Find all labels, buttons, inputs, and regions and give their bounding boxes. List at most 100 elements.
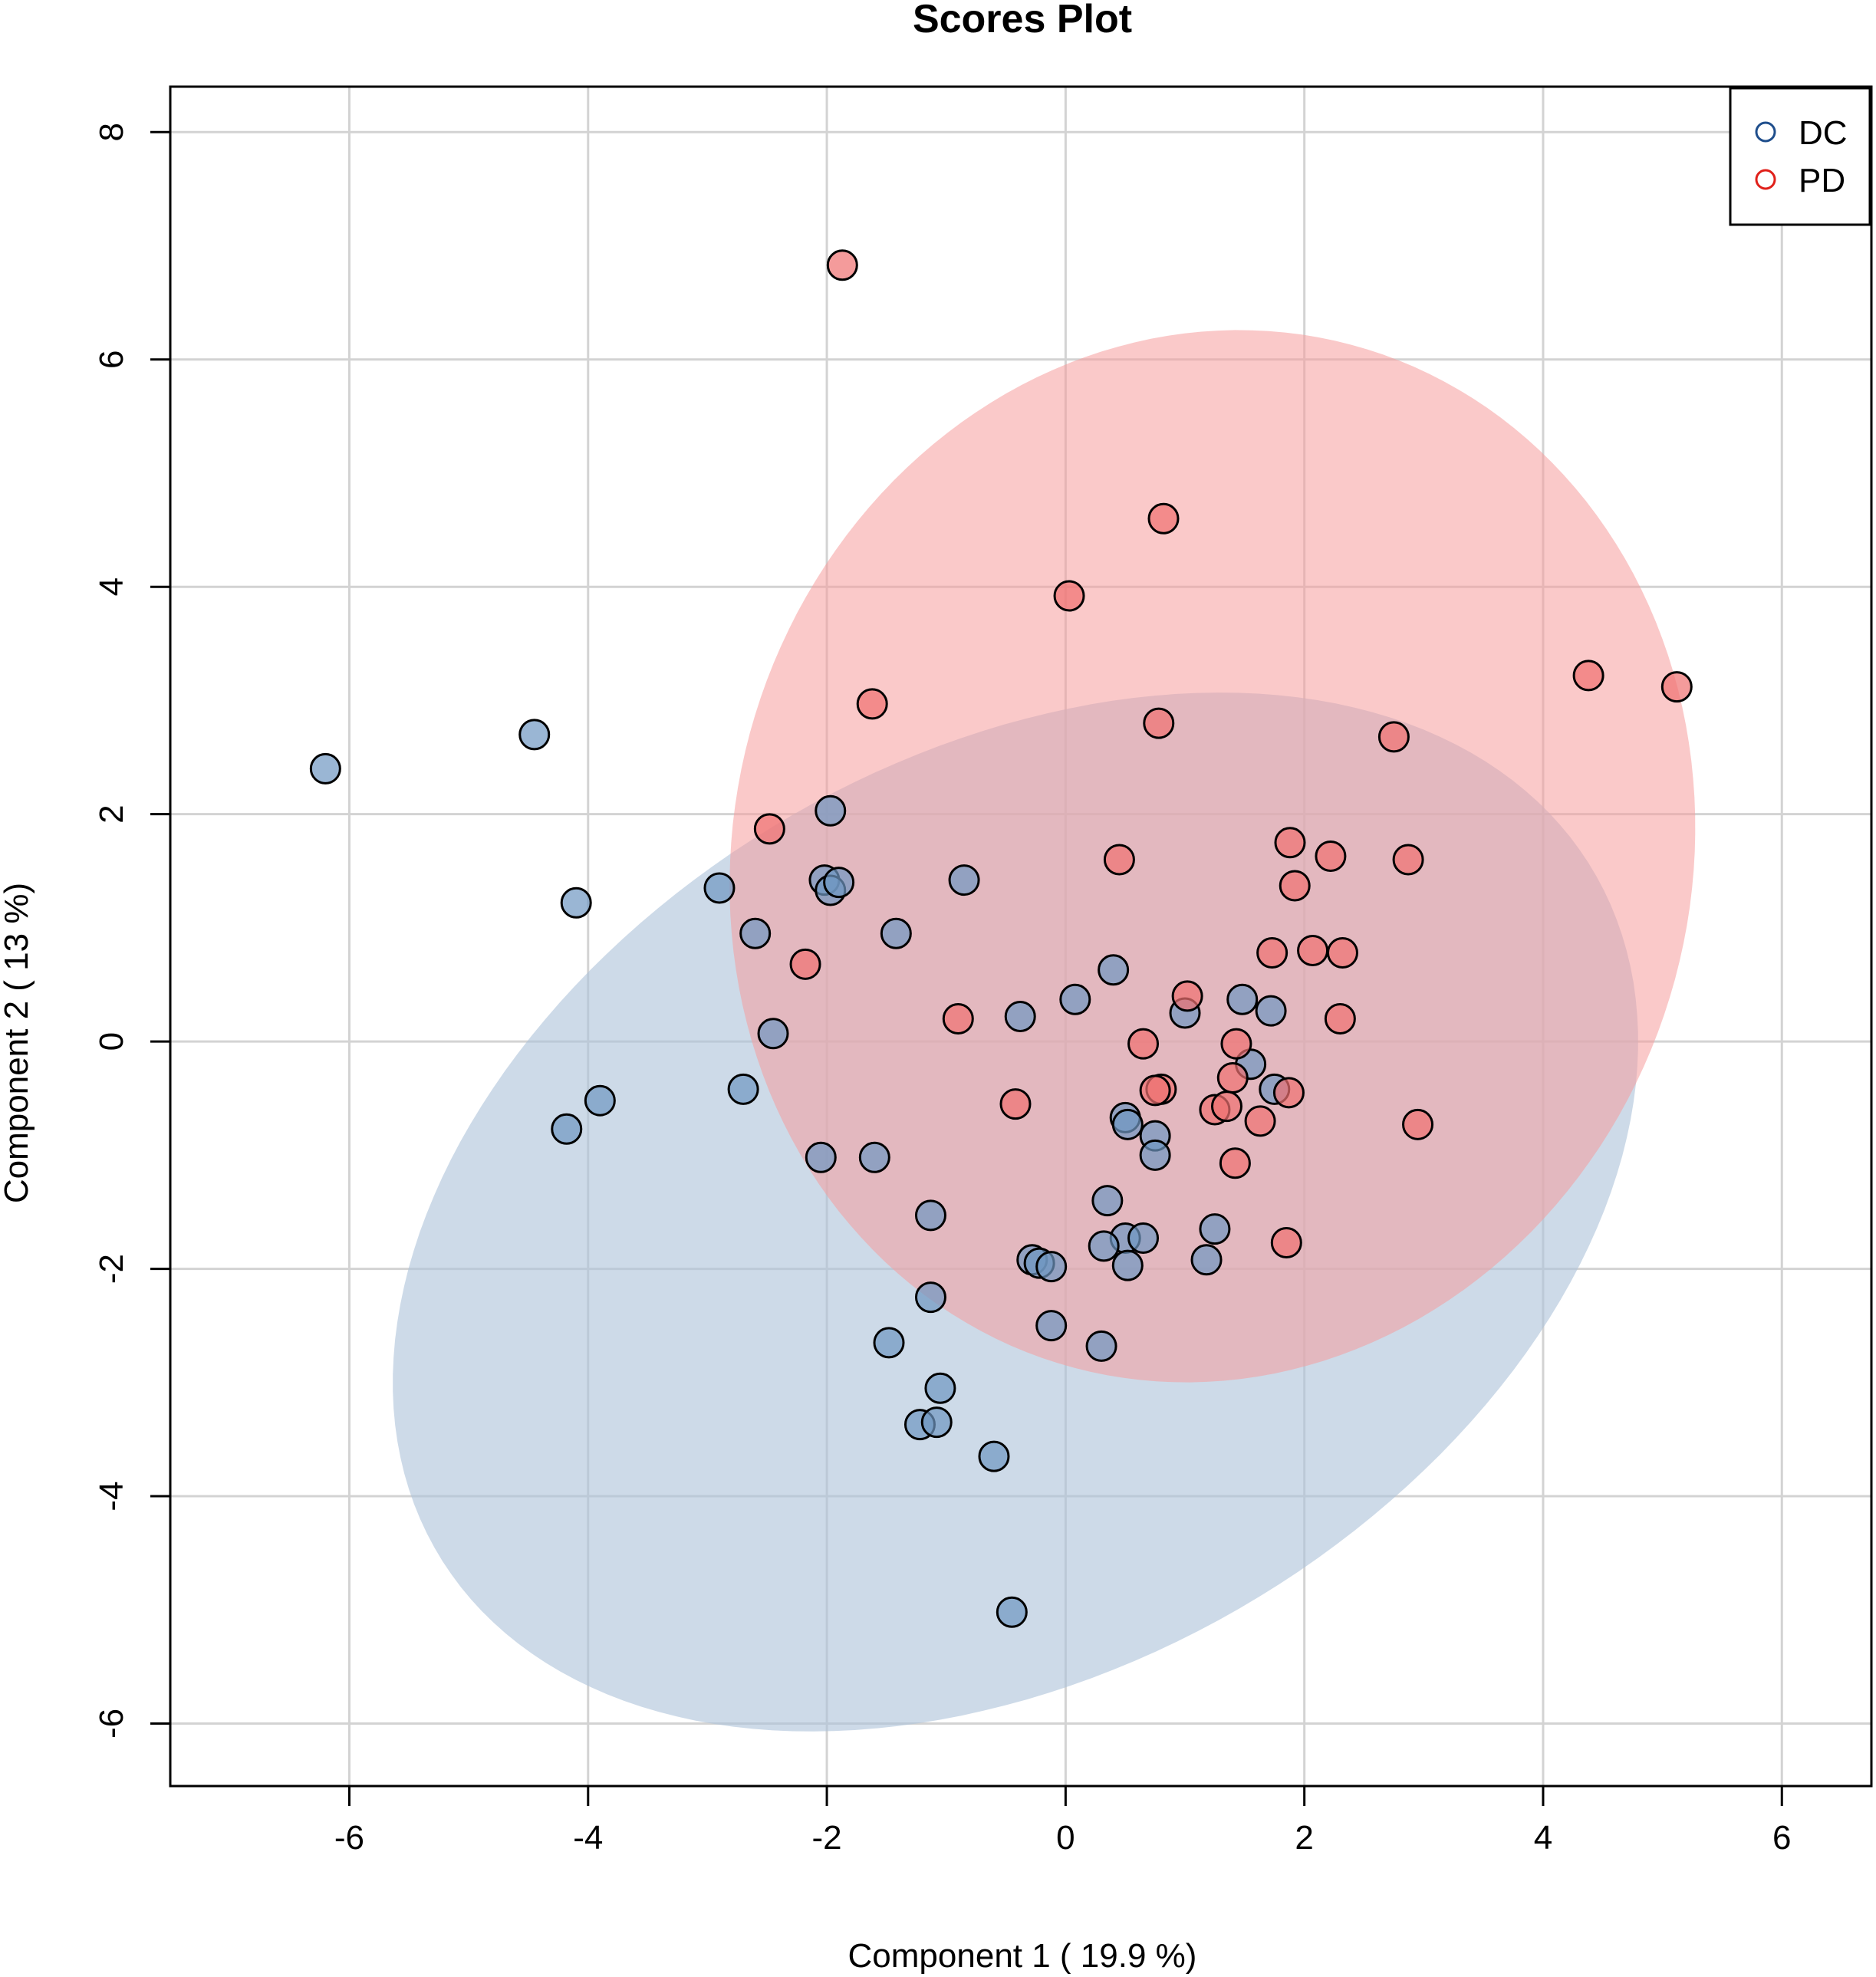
point-dc-34	[1111, 1108, 1144, 1140]
point-dc-47	[1035, 1310, 1068, 1342]
point-dc-40	[1088, 1230, 1120, 1262]
point-dc-7	[757, 1018, 789, 1050]
point-pd-25	[1216, 1062, 1249, 1094]
legend-label-pd: PD	[1799, 162, 1845, 199]
point-dc-18	[914, 1281, 946, 1314]
point-pd-30	[1244, 1105, 1276, 1137]
point-dc-48	[1085, 1330, 1117, 1362]
point-pd-12	[1392, 844, 1424, 876]
point-dc-1	[518, 719, 551, 751]
point-dc-42	[1199, 1213, 1231, 1245]
legend-box	[1729, 87, 1871, 226]
point-dc-8	[727, 1073, 759, 1105]
point-dc-30	[1255, 995, 1287, 1027]
plot-border	[169, 85, 1873, 1788]
point-pd-27	[999, 1088, 1032, 1120]
point-pd-16	[1297, 935, 1329, 967]
y-tick-label-7: 8	[93, 123, 130, 141]
y-tick-label-1: -4	[93, 1481, 130, 1511]
x-tick-label-6: 6	[1772, 1819, 1791, 1857]
point-pd-26	[1272, 1077, 1305, 1109]
point-dc-17	[914, 1199, 946, 1232]
y-axis: -6 -4 -2 0 2 4 6 8	[93, 123, 170, 1739]
y-tick-label-6: 6	[93, 350, 130, 369]
point-dc-9	[805, 1141, 837, 1173]
point-dc-46	[1035, 1251, 1068, 1283]
point-pd-5	[1572, 660, 1604, 692]
point-dc-27	[1098, 954, 1130, 986]
point-dc-2	[560, 887, 592, 919]
y-axis-label: Component 2 ( 13 %)	[0, 883, 35, 1203]
x-tick-label-4: 2	[1295, 1819, 1313, 1857]
point-dc-16	[858, 1141, 890, 1173]
y-tick-label-5: 4	[93, 577, 130, 596]
point-dc-43	[1190, 1244, 1223, 1276]
point-pd-32	[1219, 1147, 1251, 1179]
point-pd-3	[856, 688, 888, 720]
x-tick-label-5: 4	[1534, 1819, 1552, 1857]
y-tick-label-4: 2	[93, 804, 130, 823]
point-dc-5	[703, 872, 736, 904]
point-pd-10	[1274, 827, 1306, 859]
point-pd-0	[826, 249, 858, 281]
point-dc-41	[1111, 1249, 1144, 1281]
point-pd-1	[1147, 502, 1180, 535]
point-dc-19	[873, 1327, 905, 1359]
point-pd-21	[1127, 1028, 1160, 1060]
point-pd-24	[1139, 1074, 1171, 1107]
point-pd-2	[1053, 580, 1085, 612]
legend-label-dc: DC	[1799, 114, 1848, 152]
point-dc-25	[1004, 1001, 1036, 1033]
point-dc-37	[1091, 1185, 1124, 1217]
point-pd-13	[1279, 870, 1311, 902]
point-dc-26	[1059, 983, 1091, 1015]
point-dc-6	[739, 917, 772, 949]
point-dc-20	[924, 1372, 956, 1404]
point-pd-9	[1103, 844, 1135, 876]
point-pd-7	[1377, 721, 1410, 753]
point-pd-20	[1324, 1002, 1356, 1035]
point-pd-18	[942, 1002, 974, 1035]
ellipse-pd	[729, 330, 1696, 1383]
point-dc-24	[996, 1596, 1028, 1628]
legend-marker-dc	[1755, 121, 1776, 143]
x-axis: -6 -4 -2 0 2 4 6	[334, 1786, 1792, 1857]
point-dc-4	[584, 1084, 616, 1117]
point-dc-22	[920, 1406, 953, 1439]
point-dc-10	[815, 794, 847, 827]
point-pd-19	[1171, 980, 1203, 1012]
x-axis-label: Component 1 ( 19.9 %)	[848, 1937, 1197, 1975]
point-pd-8	[753, 813, 785, 845]
point-pd-33	[1270, 1226, 1302, 1258]
point-pd-29	[1210, 1090, 1242, 1123]
point-dc-13	[823, 867, 855, 899]
point-dc-15	[880, 917, 912, 949]
point-pd-4	[1143, 707, 1175, 739]
point-dc-36	[1139, 1139, 1171, 1171]
point-dc-23	[978, 1440, 1010, 1472]
point-dc-14	[948, 864, 980, 896]
legend: DC PD	[1729, 87, 1871, 226]
point-pd-11	[1315, 840, 1347, 872]
y-tick-label-0: -6	[93, 1709, 130, 1739]
x-tick-label-0: -6	[334, 1819, 364, 1857]
y-tick-label-3: 0	[93, 1032, 130, 1051]
x-tick-label-2: -2	[812, 1819, 842, 1857]
point-pd-17	[1326, 936, 1358, 969]
data-points	[309, 249, 1693, 1628]
point-pd-14	[789, 948, 821, 980]
chart-title: Scores Plot	[913, 0, 1132, 41]
point-dc-3	[551, 1113, 583, 1145]
x-tick-label-1: -4	[573, 1819, 603, 1857]
point-pd-6	[1660, 671, 1693, 703]
legend-marker-pd	[1755, 169, 1776, 190]
point-pd-22	[1220, 1028, 1252, 1060]
point-dc-39	[1127, 1222, 1160, 1255]
x-tick-label-3: 0	[1056, 1819, 1075, 1857]
point-dc-29	[1226, 983, 1259, 1015]
point-pd-15	[1256, 936, 1289, 969]
point-pd-31	[1402, 1108, 1434, 1140]
point-dc-0	[309, 752, 341, 785]
y-tick-label-2: -2	[93, 1254, 130, 1284]
